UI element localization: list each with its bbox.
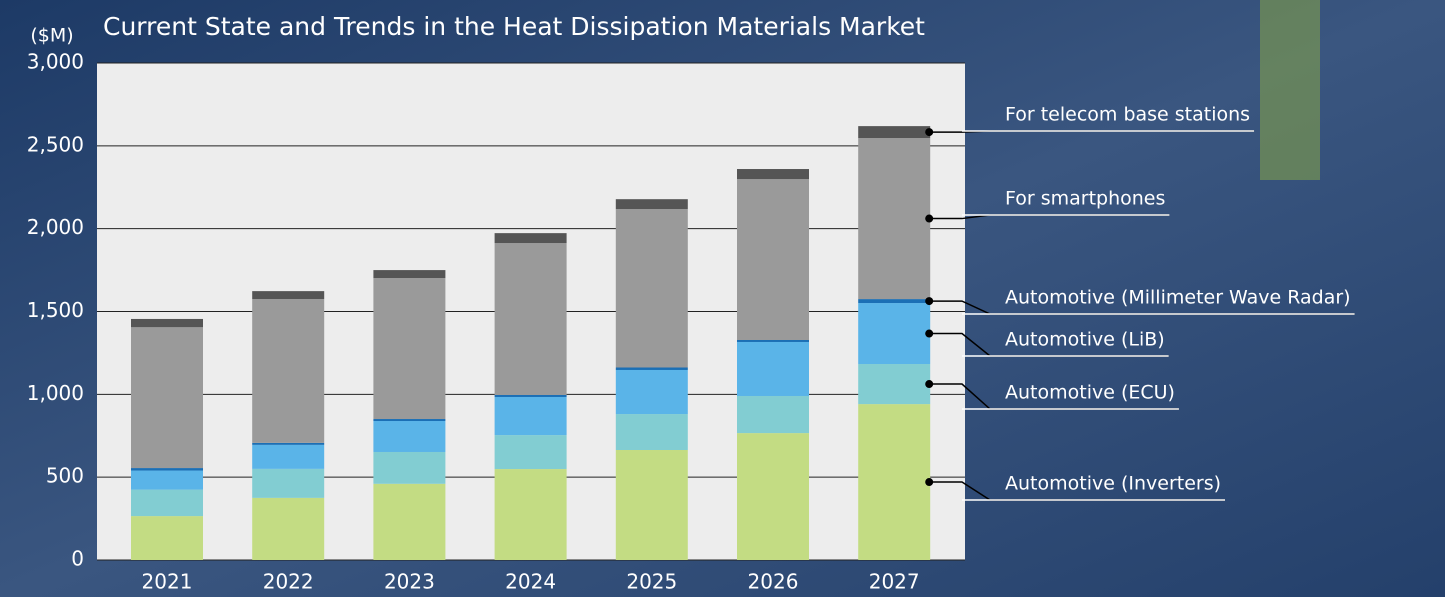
x-tick-label: 2022 [263, 570, 314, 594]
bar-segment [858, 364, 930, 404]
legend-dot [925, 297, 933, 305]
bar-segment [616, 370, 688, 414]
bar-segment [616, 450, 688, 560]
legend-dot [925, 215, 933, 223]
bar-segment [858, 299, 930, 303]
bar-segment [737, 169, 809, 179]
y-tick-label: 1,000 [27, 381, 84, 405]
bar-segment [373, 452, 445, 484]
bar-segment [495, 397, 567, 435]
x-tick-label: 2027 [869, 570, 920, 594]
legend-label: Automotive (ECU) [1005, 382, 1175, 404]
legend-dot [925, 330, 933, 338]
y-tick-label: 2,500 [27, 132, 84, 156]
bar-segment [252, 299, 324, 443]
bar-segment [495, 435, 567, 469]
bar-segment [252, 443, 324, 445]
y-tick-label: 2,000 [27, 215, 84, 239]
bar-segment [495, 233, 567, 243]
legend-label: Automotive (Inverters) [1005, 473, 1221, 495]
bar-segment [131, 471, 203, 490]
bar-segment [616, 414, 688, 450]
y-axis-label: ($M) [30, 25, 73, 47]
bar-segment [616, 367, 688, 369]
legend-label: Automotive (LiB) [1005, 329, 1165, 351]
bar-segment [373, 278, 445, 419]
y-tick-label: 3,000 [27, 50, 84, 74]
bar-segment [131, 319, 203, 327]
bar-segment [495, 395, 567, 397]
chart-title: Current State and Trends in the Heat Dis… [103, 12, 925, 41]
bar-segment [495, 243, 567, 395]
bar-segment [737, 396, 809, 433]
legend-label: For smartphones [1005, 188, 1165, 210]
bar-segment [858, 138, 930, 299]
bar-segment [495, 469, 567, 560]
legend-label: Automotive (Millimeter Wave Radar) [1005, 287, 1351, 309]
bar-segment [252, 445, 324, 469]
bar-segment [616, 209, 688, 367]
bar-segment [373, 270, 445, 278]
bar-segment [858, 303, 930, 364]
y-tick-label: 1,500 [27, 298, 84, 322]
bar-segment [131, 468, 203, 470]
bar-segment [858, 126, 930, 138]
bar-segment [373, 419, 445, 421]
x-tick-label: 2026 [748, 570, 799, 594]
bar-segment [858, 404, 930, 560]
bar-segment [252, 498, 324, 560]
bar-segment [737, 433, 809, 560]
bar-segment [737, 342, 809, 396]
x-tick-label: 2025 [626, 570, 677, 594]
background-decor [1260, 0, 1320, 180]
y-tick-label: 0 [71, 547, 84, 571]
bar-segment [131, 516, 203, 560]
bar-segment [616, 199, 688, 209]
bar-segment [131, 490, 203, 517]
bar-segment [373, 484, 445, 560]
legend-label: For telecom base stations [1005, 104, 1250, 126]
y-tick-label: 500 [46, 464, 84, 488]
bar-segment [252, 291, 324, 299]
bar-segment [131, 327, 203, 468]
bar-segment [737, 179, 809, 340]
bar-segment [737, 340, 809, 342]
bar-segment [373, 421, 445, 452]
legend-dot [925, 380, 933, 388]
x-tick-label: 2024 [505, 570, 556, 594]
x-tick-label: 2021 [142, 570, 193, 594]
legend-dot [925, 478, 933, 486]
bar-segment [252, 469, 324, 498]
legend-dot [925, 128, 933, 136]
chart: Current State and Trends in the Heat Dis… [0, 0, 1445, 597]
x-tick-label: 2023 [384, 570, 435, 594]
